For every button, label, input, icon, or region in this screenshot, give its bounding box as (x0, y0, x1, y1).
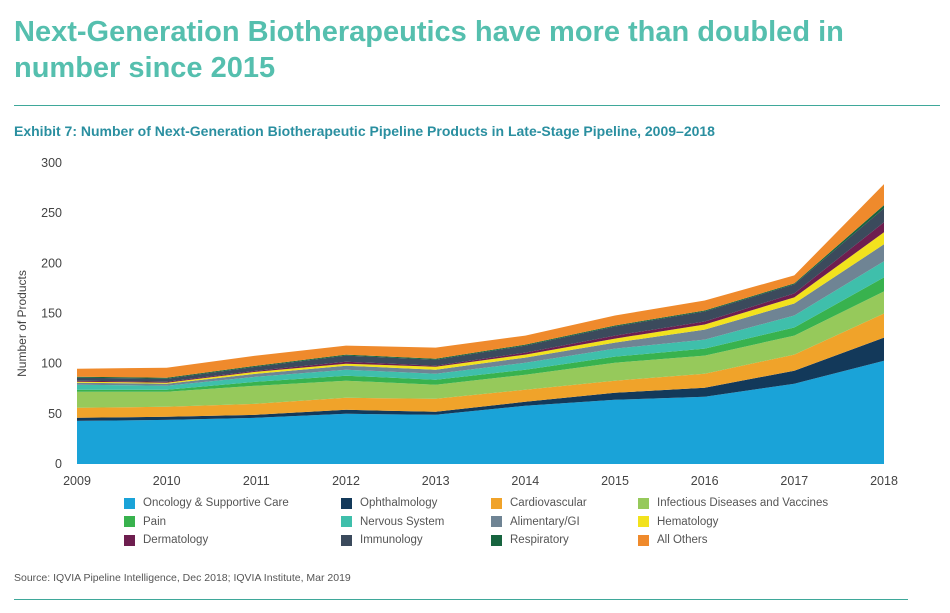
x-tick-label: 2017 (780, 474, 808, 488)
legend-item: Infectious Diseases and Vaccines (638, 497, 828, 509)
legend-label: Immunology (360, 534, 423, 546)
x-tick-label: 2009 (63, 474, 91, 488)
legend-item: Hematology (638, 516, 718, 528)
legend-swatch (491, 534, 502, 546)
legend-swatch (491, 497, 502, 509)
y-tick-label: 0 (55, 457, 62, 471)
legend-swatch (638, 534, 649, 546)
legend-swatch (341, 497, 352, 509)
legend-item: Ophthalmology (341, 497, 437, 509)
legend-label: Infectious Diseases and Vaccines (657, 497, 829, 509)
legend-label: All Others (657, 534, 708, 546)
legend-label: Oncology & Supportive Care (143, 497, 289, 509)
legend-swatch (638, 516, 649, 527)
area-series: Cardiovascular (77, 313, 884, 418)
legend-item: All Others (638, 534, 708, 546)
y-tick-label: 300 (41, 156, 62, 170)
x-tick-label: 2011 (243, 474, 270, 488)
legend-label: Hematology (657, 515, 719, 528)
legend-label: Alimentary/GI (510, 515, 580, 528)
x-tick-label: 2015 (601, 474, 629, 488)
legend-item: Alimentary/GI (491, 516, 580, 528)
x-tick-label: 2016 (691, 474, 719, 488)
legend-swatch (124, 516, 135, 527)
x-tick-label: 2012 (332, 474, 360, 488)
y-tick-label: 50 (48, 407, 62, 421)
y-tick-label: 250 (41, 206, 62, 220)
legend-swatch (124, 534, 135, 546)
area-series-group: Oncology & Supportive CareOphthalmologyC… (77, 184, 884, 464)
legend-label: Nervous System (360, 515, 445, 528)
y-tick-label: 200 (41, 256, 62, 270)
legend-swatch (124, 497, 135, 509)
x-tick-label: 2018 (870, 474, 898, 488)
legend-label: Dermatology (143, 534, 209, 546)
source-note: Source: IQVIA Pipeline Intelligence, Dec… (14, 572, 351, 584)
x-tick-label: 2014 (511, 474, 539, 488)
legend-item: Oncology & Supportive Care (124, 497, 289, 509)
legend-swatch (491, 516, 502, 527)
legend-item: Dermatology (124, 534, 208, 546)
x-tick-label: 2010 (153, 474, 181, 488)
legend-item: Pain (124, 516, 166, 528)
y-axis: 0 50 100 150 200 250 300 (41, 156, 62, 471)
legend-label: Cardiovascular (510, 497, 587, 509)
legend-item: Immunology (341, 534, 423, 546)
x-axis: 2009 2010 2011 2012 2013 2014 2015 2016 2017 2018 (63, 474, 898, 488)
legend-item: Respiratory (491, 534, 569, 546)
legend-swatch (638, 497, 649, 509)
y-tick-label: 100 (41, 357, 62, 371)
legend-swatch (341, 534, 352, 546)
area-series: Infectious Diseases and Vaccines (77, 291, 884, 408)
legend-label: Pain (143, 515, 167, 528)
x-tick-label: 2013 (422, 474, 450, 488)
legend-label: Ophthalmology (360, 497, 438, 509)
legend-swatch (341, 516, 352, 527)
area-series: Oncology & Supportive Care (77, 360, 884, 464)
top-divider (14, 105, 940, 106)
chart-title: Exhibit 7: Number of Next-Generation Bio… (14, 123, 715, 139)
legend-label: Respiratory (510, 534, 569, 546)
y-tick-label: 150 (41, 307, 62, 321)
legend-item: Cardiovascular (491, 497, 587, 509)
y-axis-label: Number of Products (15, 270, 29, 377)
bottom-divider (14, 599, 908, 600)
legend-item: Nervous System (341, 516, 444, 528)
page-headline: Next-Generation Biotherapeutics have mor… (14, 16, 844, 84)
